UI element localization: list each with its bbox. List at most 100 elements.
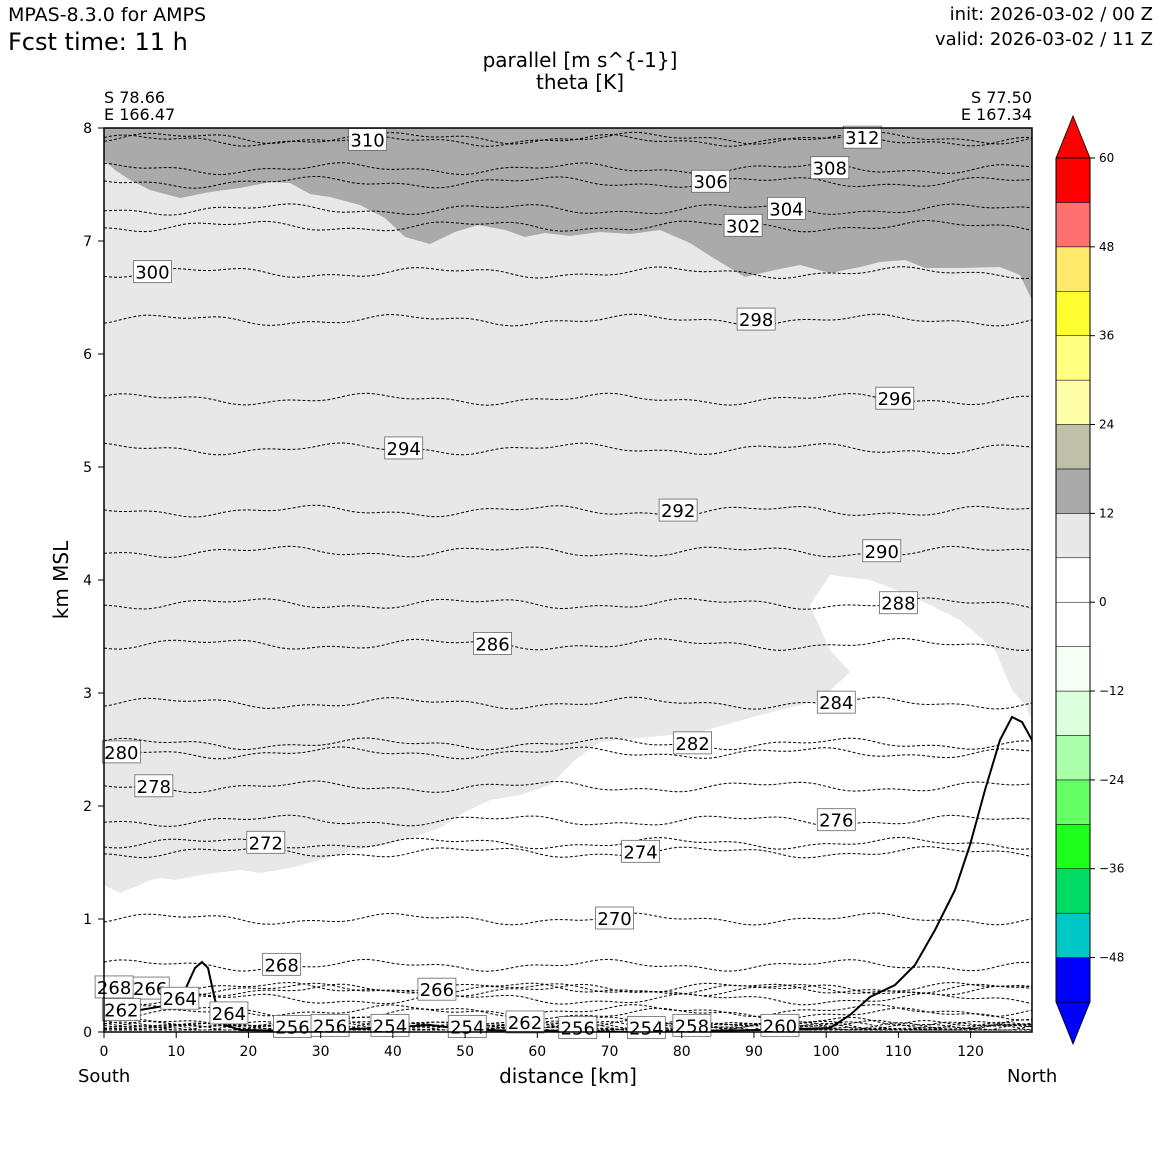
contour-label: 296 [875, 386, 915, 410]
contour-label-box [878, 591, 918, 615]
contour-label: 312 [842, 125, 882, 149]
contour-label-text: 262 [508, 1013, 542, 1034]
colorbar-segment [1055, 246, 1091, 292]
colorbar-tick-label: 0 [1099, 595, 1107, 609]
y-tick-label: 0 [83, 1025, 92, 1041]
chart-title-line-2: theta [K] [536, 70, 624, 94]
colorbar-frame [1055, 157, 1091, 1003]
contour-label: 276 [816, 808, 856, 832]
contour-label: 260 [760, 1013, 800, 1037]
contour-label: 280 [101, 740, 141, 764]
colorbar-segment [1055, 202, 1091, 248]
contour-label: 288 [878, 591, 918, 615]
contour-label-text: 274 [623, 842, 657, 863]
theta-contour [104, 442, 1032, 456]
contour-label-box [691, 169, 731, 193]
init-time: init: 2026-03-02 / 00 Z [949, 4, 1153, 25]
contour-label-text: 268 [97, 978, 131, 999]
contour-label-text: 302 [726, 216, 760, 237]
contour-label-text: 256 [275, 1017, 309, 1038]
x-axis-label: distance [km] [499, 1064, 637, 1088]
contour-label: 282 [673, 731, 712, 755]
colorbar-tick-label: 24 [1099, 418, 1114, 432]
theta-contour [104, 696, 1032, 710]
contour-label: 258 [672, 1013, 712, 1037]
colorbar-segment [1055, 335, 1091, 381]
theta-contour [104, 637, 1032, 651]
contour-label: 254 [447, 1015, 487, 1038]
shade-white-pocket [104, 888, 195, 1032]
right-end-latitude: S 77.50 [970, 88, 1032, 107]
theta-contour [104, 597, 1032, 610]
shade-white-pocket-2 [585, 790, 615, 822]
contour-label: 254 [370, 1013, 410, 1037]
contour-label-box [723, 213, 763, 237]
colorbar-tick-label: 36 [1099, 329, 1114, 343]
valid-time: valid: 2026-03-02 / 11 Z [935, 29, 1153, 50]
colorbar-segment [1055, 868, 1091, 914]
x-tick-label: 30 [312, 1044, 330, 1060]
contour-label: 304 [767, 196, 806, 220]
contour-label-box [370, 1013, 410, 1037]
x-tick-label: 60 [528, 1044, 546, 1060]
contour-label-box [810, 156, 850, 180]
left-end-longitude: E 166.47 [104, 105, 176, 124]
contour-label: 310 [348, 128, 387, 151]
theta-contour [104, 176, 1032, 189]
contour-label: 266 [130, 976, 170, 1000]
x-tick-label: 80 [673, 1044, 691, 1060]
colorbar-segment [1055, 557, 1091, 603]
shade-dark-gray [104, 128, 1032, 300]
contour-label: 274 [621, 839, 660, 863]
theta-contour [104, 504, 1032, 518]
colorbar-tick-label: 60 [1099, 151, 1114, 165]
contour-label-text: 304 [769, 199, 803, 220]
contour-label-text: 284 [819, 693, 853, 714]
contour-label: 264 [160, 986, 200, 1010]
x-tick-label: 120 [957, 1044, 984, 1060]
contour-label-text: 292 [661, 501, 695, 522]
y-tick-label: 5 [83, 460, 92, 476]
chart-title-line-1: parallel [m s^{-1}] [482, 48, 678, 72]
contour-label-text: 286 [475, 634, 509, 655]
contour-label-box [310, 1013, 350, 1037]
contour-label-box [875, 386, 915, 410]
y-tick-label: 2 [83, 799, 92, 815]
contour-label-box [816, 808, 856, 832]
colorbar-segment [1055, 690, 1091, 736]
contour-label: 294 [384, 436, 424, 460]
contour-label-text: 300 [135, 263, 169, 284]
colorbar-segment [1055, 957, 1091, 1003]
contour-label: 268 [94, 975, 134, 999]
contour-label-text: 260 [763, 1016, 797, 1037]
contour-label-text: 268 [264, 955, 298, 976]
contour-label-text: 256 [313, 1016, 347, 1037]
theta-contour [104, 746, 1032, 760]
contour-label-box [262, 952, 302, 976]
contour-label-text: 310 [350, 130, 384, 151]
contour-label-box [473, 632, 512, 655]
contour-label-text: 254 [450, 1017, 484, 1038]
colorbar-tick-label: −12 [1099, 684, 1124, 698]
contour-label: 292 [658, 498, 698, 522]
contour-label-text: 266 [133, 979, 167, 1000]
colorbar-tick-label: 12 [1099, 506, 1114, 520]
contour-label-text: 264 [163, 989, 197, 1010]
colorbar-over-triangle [1055, 114, 1091, 159]
y-axis-ticks: 0 1 2 3 4 5 6 7 8 [83, 121, 104, 1041]
contour-label: 270 [595, 906, 634, 930]
contour-label-text: 282 [675, 734, 709, 755]
x-tick-label: 10 [167, 1044, 185, 1060]
contour-label: 256 [310, 1013, 350, 1037]
colorbar-segment [1055, 646, 1091, 692]
wind-shading [104, 128, 1032, 1032]
x-axis-ticks: 0 10 20 30 40 50 60 70 80 90 100 110 120 [100, 1032, 984, 1060]
contour-label: 262 [101, 998, 141, 1022]
contour-label-text: 288 [881, 594, 915, 615]
x-tick-label: 100 [813, 1044, 840, 1060]
contour-label-box [626, 1016, 666, 1040]
contour-label-text: 298 [739, 310, 773, 331]
contour-label-box [558, 1016, 598, 1040]
contour-label: 308 [810, 156, 850, 180]
theta-contour [104, 1004, 1032, 1018]
